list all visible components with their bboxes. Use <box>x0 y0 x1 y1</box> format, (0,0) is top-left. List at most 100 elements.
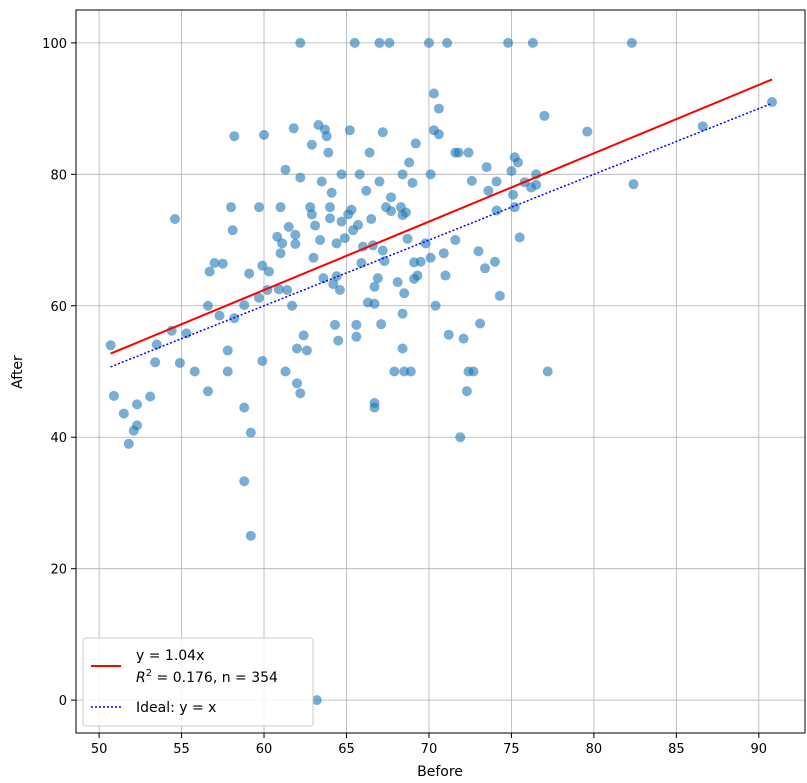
data-point <box>389 366 400 377</box>
y-tick-label: 20 <box>50 563 67 578</box>
x-tick-label: 65 <box>338 742 355 757</box>
data-point <box>331 238 342 249</box>
data-point <box>324 202 335 213</box>
data-point <box>204 266 215 277</box>
data-point <box>480 263 491 274</box>
data-point <box>318 273 329 284</box>
data-point <box>473 246 484 257</box>
data-point <box>321 131 332 142</box>
data-point <box>397 308 408 319</box>
data-point <box>229 131 240 142</box>
y-axis-label: After <box>10 355 26 389</box>
data-point <box>311 695 322 706</box>
data-point <box>290 229 301 240</box>
data-point <box>509 202 520 213</box>
data-point <box>339 233 350 244</box>
legend-fit-label-line1: y = 1.04x <box>136 648 204 664</box>
data-point <box>463 147 474 158</box>
data-point <box>323 147 334 158</box>
data-point <box>308 252 319 263</box>
data-point <box>372 273 383 284</box>
data-point <box>282 284 293 295</box>
data-point <box>227 225 238 236</box>
data-point <box>491 176 502 187</box>
data-point <box>351 319 362 330</box>
y-axis-ticks: 0 20 40 60 80 100 <box>42 37 76 709</box>
data-point <box>277 238 288 249</box>
data-point <box>356 258 367 269</box>
data-point <box>376 319 387 330</box>
data-point <box>245 530 256 541</box>
data-point <box>475 318 486 329</box>
x-tick-label: 85 <box>668 742 685 757</box>
data-point <box>503 37 514 48</box>
x-axis-ticks: 50 55 60 65 70 75 80 85 90 <box>91 733 767 757</box>
data-point <box>415 256 426 267</box>
data-point <box>202 386 213 397</box>
data-point <box>377 245 388 256</box>
data-point <box>301 345 312 356</box>
data-point <box>440 270 451 281</box>
data-point <box>491 205 502 216</box>
y-tick-label: 100 <box>42 37 67 52</box>
data-point <box>369 402 380 413</box>
data-point <box>404 157 415 168</box>
data-point <box>582 126 593 137</box>
x-tick-label: 50 <box>91 742 108 757</box>
data-point <box>150 357 161 368</box>
data-point <box>506 166 517 177</box>
data-point <box>295 388 306 399</box>
data-point <box>169 214 180 225</box>
data-point <box>392 277 403 288</box>
data-point <box>222 345 233 356</box>
data-point <box>132 399 143 410</box>
data-point <box>539 110 550 121</box>
data-point <box>298 330 309 341</box>
y-tick-label: 0 <box>59 694 67 709</box>
data-point <box>346 204 357 215</box>
data-point <box>244 268 255 279</box>
legend-ideal-label: Ideal: y = x <box>136 700 216 716</box>
data-point <box>263 266 274 277</box>
data-point <box>316 176 327 187</box>
data-point <box>174 357 185 368</box>
data-point <box>430 300 441 311</box>
data-point <box>226 202 237 213</box>
legend-r-superscript: 2 <box>146 668 152 679</box>
data-point <box>292 343 303 354</box>
data-point <box>397 169 408 180</box>
data-point <box>374 176 385 187</box>
plot-area <box>76 10 805 733</box>
data-point <box>280 366 291 377</box>
data-point <box>433 103 444 114</box>
data-point <box>514 232 525 243</box>
data-point <box>257 260 268 271</box>
data-point <box>438 248 449 259</box>
data-point <box>481 162 492 173</box>
x-tick-label: 80 <box>586 742 603 757</box>
data-point <box>222 366 233 377</box>
data-point <box>257 355 268 366</box>
y-tick-label: 80 <box>50 168 67 183</box>
data-point <box>254 202 265 213</box>
data-point <box>379 256 390 267</box>
data-point <box>386 206 397 217</box>
data-point <box>239 402 250 413</box>
data-point <box>295 37 306 48</box>
data-point <box>420 238 431 249</box>
data-point <box>306 209 317 220</box>
data-point <box>108 390 119 401</box>
data-point <box>315 235 326 246</box>
data-point <box>410 138 421 149</box>
data-point <box>306 139 317 150</box>
data-point <box>377 127 388 138</box>
data-point <box>453 147 464 158</box>
data-point <box>123 438 134 449</box>
data-point <box>217 258 228 269</box>
data-point <box>290 238 301 249</box>
legend-fit-label-line2: R2 = 0.176, n = 354 <box>136 668 278 686</box>
data-point <box>405 366 416 377</box>
data-point <box>531 179 542 190</box>
data-point <box>458 333 469 344</box>
